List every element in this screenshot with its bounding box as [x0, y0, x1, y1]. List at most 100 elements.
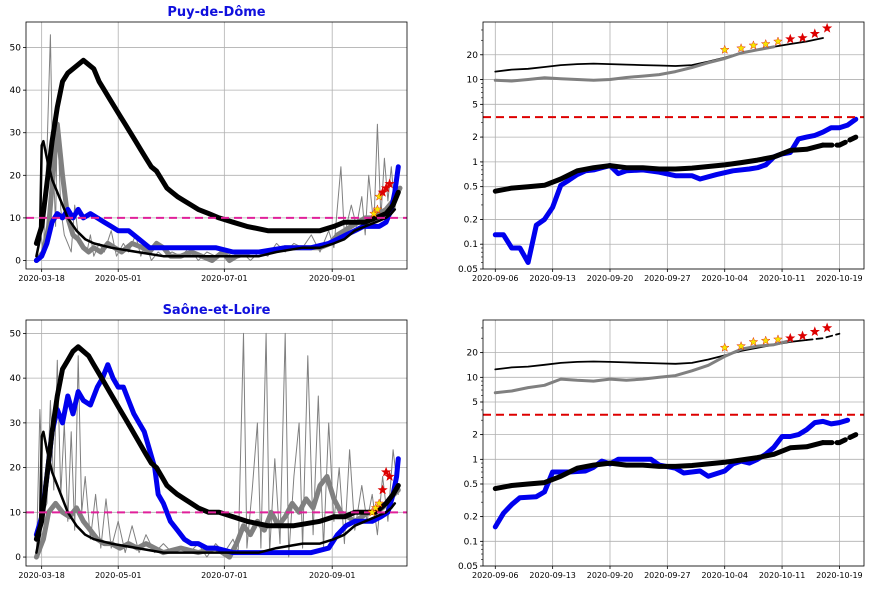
star-marker-red	[380, 182, 392, 193]
chart-title: Puy-de-Dôme	[167, 5, 265, 20]
y-tick-label: 0.1	[464, 537, 478, 547]
y-tick-label: 5	[472, 398, 478, 408]
chart-panel-3: 2020-03-18 2020-05-01 2020-07-01 2020-09-01…	[10, 303, 408, 580]
star-marker-red	[785, 332, 796, 343]
x-tick-label: 2020-05-01	[95, 274, 142, 283]
series-black-thin	[494, 339, 808, 371]
x-tick-label: 2020-03-18	[18, 274, 65, 283]
star-marker-red	[797, 32, 808, 43]
y-tick-label: 30	[10, 129, 22, 139]
plot-area	[26, 332, 407, 560]
star-marker-red	[384, 178, 395, 189]
plot-area	[483, 322, 864, 530]
y-tick-label: 20	[10, 464, 22, 474]
series-black-rate-projected	[820, 432, 859, 446]
series-black-thin-projected	[805, 332, 841, 341]
star-marker-red	[381, 466, 392, 477]
y-tick-label: 10	[10, 508, 22, 518]
x-tick-label: 2020-09-27	[644, 571, 691, 580]
y-tick-label: 0.5	[464, 480, 478, 490]
star-marker-red	[821, 322, 833, 333]
x-tick-label: 2020-09-01	[309, 274, 356, 283]
chart-panel-1: 2020-03-18 2020-05-01 2020-07-01 2020-09-01…	[10, 5, 408, 283]
star-marker-yellow	[374, 498, 384, 508]
x-tick-label: 2020-10-11	[759, 571, 806, 580]
star-marker-yellow	[760, 335, 771, 345]
y-tick-label: 10	[467, 373, 479, 383]
star-marker-red	[809, 28, 820, 39]
plot-area	[483, 22, 864, 265]
series-blue	[33, 164, 401, 263]
plot-area	[26, 34, 407, 263]
x-tick-label: 2020-10-04	[701, 274, 748, 283]
y-tick-label: 50	[10, 329, 22, 339]
y-tick-label: 20	[467, 349, 479, 359]
series-blue	[33, 362, 401, 556]
y-tick-label: 50	[10, 44, 22, 54]
star-marker-yellow	[374, 191, 384, 201]
y-tick-label: 0.05	[458, 265, 478, 275]
series-gray	[493, 45, 776, 83]
x-tick-label: 2020-09-06	[472, 571, 519, 580]
x-tick-label: 2020-09-13	[529, 274, 576, 283]
x-tick-label: 2020-10-19	[816, 571, 863, 580]
x-tick-label: 2020-10-19	[816, 274, 863, 283]
y-tick-label: 1	[472, 455, 478, 465]
y-tick-label: 0.5	[464, 183, 478, 193]
series-black-thin	[35, 430, 397, 554]
y-tick-label: 0.2	[464, 215, 478, 225]
star-marker-yellow	[748, 336, 759, 347]
axes-frame	[482, 319, 865, 567]
star-marker-yellow	[736, 341, 746, 351]
x-tick-label: 2020-10-11	[759, 274, 806, 283]
series-blue	[492, 417, 851, 530]
y-tick-label: 1	[472, 158, 478, 168]
star-marker-yellow	[760, 38, 771, 49]
star-marker-red	[384, 471, 395, 481]
star-marker-yellow	[719, 342, 730, 352]
x-tick-label: 2020-09-01	[309, 571, 356, 580]
chart-panel-2: 2020-09-06 2020-09-13 2020-09-20 2020-09-27…	[458, 21, 865, 283]
y-tick-label: 0	[15, 553, 21, 563]
y-tick-label: 0.2	[464, 513, 478, 523]
star-marker-yellow	[372, 204, 383, 214]
y-tick-label: 0.05	[458, 562, 478, 572]
star-marker-red	[377, 484, 388, 495]
series-black-rate-projected	[820, 134, 859, 148]
chart-title: Saône-et-Loire	[163, 303, 271, 318]
x-tick-label: 2020-07-01	[201, 571, 248, 580]
x-tick-label: 2020-09-20	[587, 571, 634, 580]
star-marker-yellow	[370, 502, 381, 512]
series-gray-daily	[35, 332, 399, 558]
chart-panel-4: 2020-09-06 2020-09-13 2020-09-20 2020-09-27…	[458, 319, 865, 580]
star-marker-yellow	[773, 334, 783, 344]
star-marker-red	[377, 186, 388, 197]
y-tick-label: 20	[10, 171, 22, 181]
x-tick-label: 2020-09-20	[587, 274, 634, 283]
x-tick-label: 2020-09-06	[472, 274, 519, 283]
y-tick-label: 2	[472, 133, 478, 143]
y-tick-label: 40	[10, 86, 22, 96]
y-tick-label: 5	[472, 100, 478, 110]
star-marker-yellow	[719, 44, 730, 54]
y-tick-label: 10	[467, 76, 479, 86]
series-black-rate	[492, 142, 826, 194]
y-tick-label: 0	[15, 256, 21, 266]
x-tick-label: 2020-10-04	[701, 571, 748, 580]
star-marker-red	[797, 330, 808, 341]
axes-frame	[482, 21, 865, 270]
x-tick-label: 2020-09-27	[644, 274, 691, 283]
y-tick-label: 2	[472, 431, 478, 441]
y-tick-label: 0.1	[464, 240, 478, 250]
star-marker-red	[785, 33, 796, 44]
y-tick-label: 40	[10, 374, 22, 384]
star-marker-red	[821, 22, 833, 33]
star-marker-yellow	[736, 43, 746, 53]
star-marker-red	[809, 326, 820, 336]
x-tick-label: 2020-05-01	[95, 571, 142, 580]
axes-frame	[25, 319, 408, 567]
y-tick-label: 10	[10, 214, 22, 224]
series-black-rate	[492, 440, 826, 492]
star-marker-yellow	[748, 40, 759, 50]
